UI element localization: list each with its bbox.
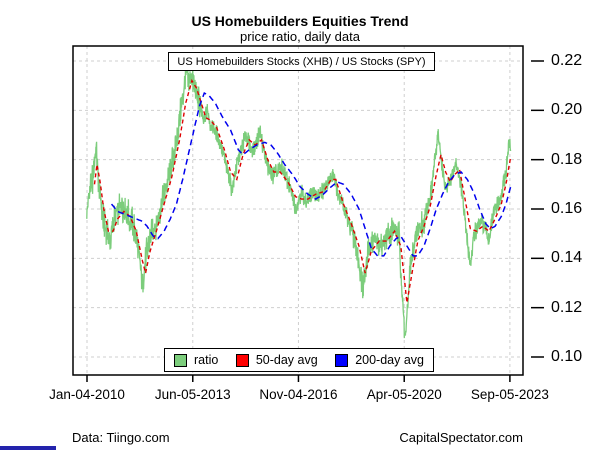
y-tick-label: 0.12 — [551, 298, 583, 316]
series-ratio — [86, 59, 512, 339]
legend-item: ratio — [174, 353, 218, 367]
y-tick-label: 0.14 — [551, 249, 583, 267]
footer-data-source: Data: Tiingo.com — [72, 430, 170, 445]
x-tick-label: Sep-05-2023 — [470, 387, 549, 402]
y-tick-label: 0.18 — [551, 150, 583, 168]
legend-swatch-50-day-avg — [235, 353, 249, 367]
legend-item: 200-day avg — [335, 353, 424, 367]
annotation-label: US Homebuilders Stocks (XHB) / US Stocks… — [177, 55, 426, 68]
legend-swatch-ratio — [174, 353, 187, 367]
legend-item-label: ratio — [194, 353, 219, 367]
legend-item: 50-day avg — [235, 353, 318, 367]
series-200-day-avg — [110, 92, 512, 257]
legend-box: ratio 50-day avg 200-day avg — [164, 348, 434, 372]
x-tick-label: Apr-05-2020 — [366, 387, 442, 402]
annotation-box: US Homebuilders Stocks (XHB) / US Stocks… — [168, 52, 435, 71]
x-tick-label: Jun-05-2013 — [154, 387, 231, 402]
x-tick-label: Nov-04-2016 — [259, 387, 338, 402]
x-tick-label: Jan-04-2010 — [49, 387, 125, 402]
chart-subtitle: price ratio, daily data — [240, 29, 360, 44]
y-tick-label: 0.20 — [551, 101, 583, 119]
bottom-left-bar — [0, 446, 56, 450]
legend-item-label: 50-day avg — [255, 353, 318, 367]
footer-site-credit: CapitalSpectator.com — [399, 430, 523, 445]
y-tick-label: 0.22 — [551, 52, 583, 69]
y-tick-label: 0.10 — [551, 348, 583, 365]
y-tick-label: 0.16 — [551, 200, 583, 217]
series-50-day-avg — [93, 79, 512, 303]
legend-item-label: 200-day avg — [355, 353, 424, 367]
chart-title: US Homebuilders Equities Trend — [191, 13, 409, 29]
legend-swatch-200-day-avg — [335, 353, 349, 367]
